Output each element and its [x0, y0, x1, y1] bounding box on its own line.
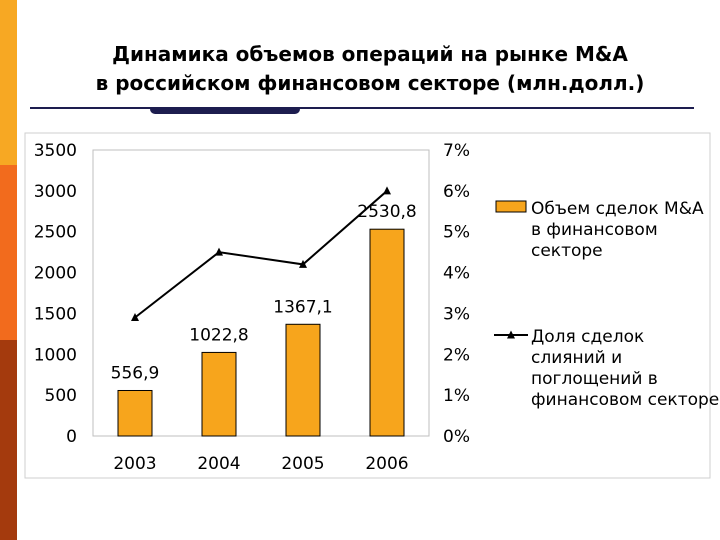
- bar: [201, 351, 237, 437]
- side-stripe-bottom: [0, 340, 17, 540]
- slide-title-line-1: Динамика объемов операций на рынке M&A: [112, 42, 628, 66]
- right-tick-label: 5%: [443, 223, 470, 243]
- side-stripe-middle: [0, 165, 17, 340]
- bar: [117, 389, 153, 437]
- left-tick-label: 2500: [34, 223, 77, 243]
- title-underline-accent: [150, 109, 300, 114]
- slide-title: Динамика объемов операций на рынке M&A в…: [20, 40, 720, 98]
- left-tick-label: 1000: [34, 345, 77, 365]
- left-tick-label: 3500: [34, 141, 77, 161]
- left-tick-label: 2000: [34, 264, 77, 284]
- line-point: [215, 247, 223, 256]
- x-tick-label: 2005: [281, 454, 324, 474]
- bar: [285, 323, 321, 437]
- right-tick-label: 1%: [443, 386, 470, 406]
- left-tick-label: 3000: [34, 182, 77, 202]
- bar: [369, 228, 405, 437]
- legend-label-line: Доля сделок: [531, 327, 644, 347]
- title-underline: [30, 107, 694, 109]
- right-tick-label: 0%: [443, 427, 470, 447]
- x-tick-label: 2006: [365, 454, 408, 474]
- right-tick-label: 2%: [443, 345, 470, 365]
- left-axis: 0 500 1000 1500 2000 2500 3000 3500: [34, 141, 77, 447]
- slide-title-line-2: в российском финансовом секторе (млн.дол…: [95, 71, 645, 95]
- left-tick-label: 1500: [34, 304, 77, 324]
- bar-series: [117, 228, 405, 437]
- legend-label-line: слияний и: [531, 348, 622, 368]
- right-axis: 0% 1% 2% 3% 4% 5% 6% 7%: [443, 141, 470, 447]
- bar-value-label: 1367,1: [273, 297, 332, 317]
- left-tick-label: 500: [45, 386, 77, 406]
- legend-label-line: финансовом секторе: [531, 390, 719, 410]
- bar-value-label: 556,9: [111, 363, 160, 383]
- right-tick-label: 7%: [443, 141, 470, 161]
- legend-swatch-bar: [495, 200, 527, 213]
- legend-label-bar: секторе: [531, 241, 603, 261]
- side-stripe-top: [0, 0, 17, 165]
- legend-label-bar: Объем сделок M&A: [531, 199, 704, 219]
- line-point: [131, 313, 139, 322]
- line-point: [383, 186, 391, 195]
- line-path: [134, 190, 388, 319]
- bar-value-label: 1022,8: [189, 325, 248, 345]
- x-tick-label: 2004: [197, 454, 240, 474]
- legend-marker-triangle: [507, 330, 515, 339]
- line-point: [299, 259, 307, 268]
- bar-value-label: 2530,8: [357, 202, 416, 222]
- bar-data-labels: 556,9 1022,8 1367,1 2530,8: [111, 202, 417, 383]
- right-tick-label: 6%: [443, 182, 470, 202]
- line-series: [131, 186, 391, 322]
- right-tick-label: 4%: [443, 264, 470, 284]
- legend-label-bar: в финансовом: [531, 220, 658, 240]
- x-axis: 2003 2004 2005 2006: [113, 454, 408, 474]
- legend-label-line: поглощений в: [531, 369, 658, 389]
- x-tick-label: 2003: [113, 454, 156, 474]
- right-tick-label: 3%: [443, 304, 470, 324]
- left-tick-label: 0: [66, 427, 77, 447]
